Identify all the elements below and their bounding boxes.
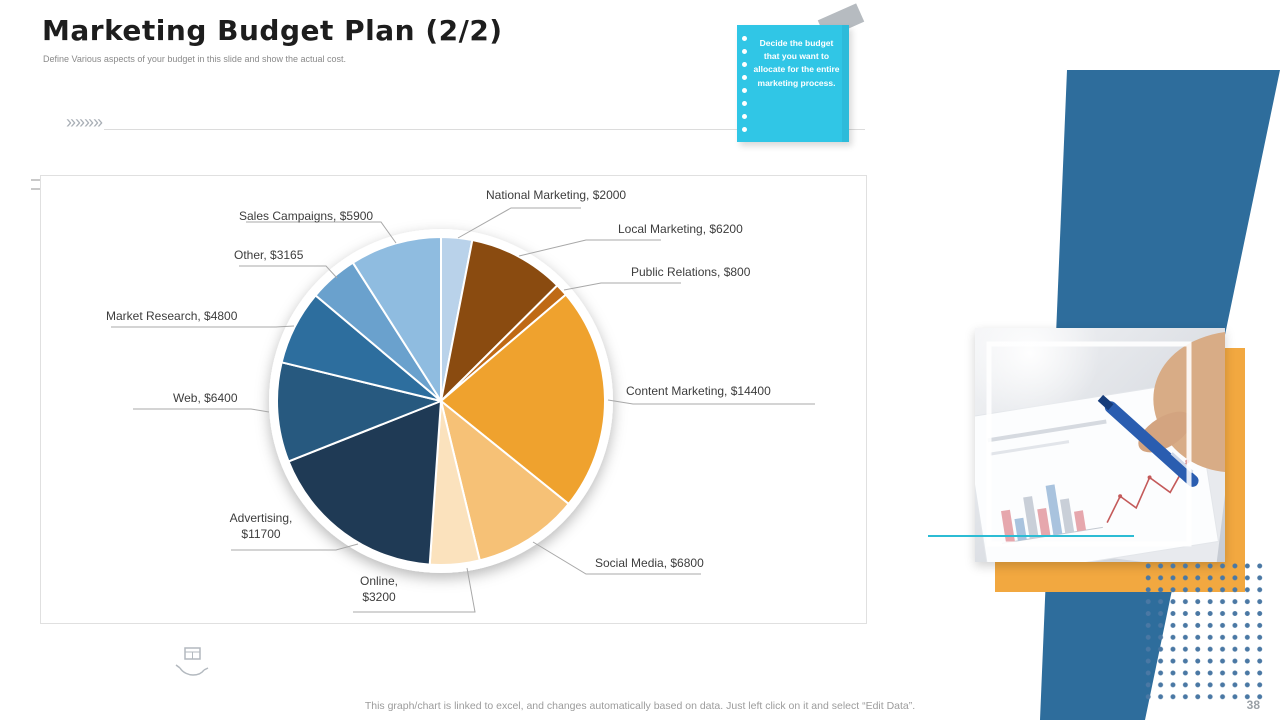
pie-label-online: Online, $3200: [359, 574, 399, 604]
pie-label-sales-campaigns: Sales Campaigns, $5900: [239, 209, 374, 223]
page-subtitle: Define Various aspects of your budget in…: [43, 54, 347, 64]
budget-pie-chart[interactable]: [41, 176, 866, 623]
pie-label-social-media: Social Media, $6800: [595, 556, 704, 570]
pie-slice-content-marketing[interactable]: [440, 293, 606, 505]
leader-line: [353, 567, 476, 613]
leader-line: [231, 543, 359, 551]
pie-label-advertising: Advertising, $11700: [229, 511, 293, 541]
leader-line: [457, 207, 581, 239]
pie-label-market-research: Market Research, $4800: [106, 309, 238, 323]
leader-line: [607, 399, 815, 405]
note-holes-decoration: [742, 36, 747, 41]
pie-slice-social-media[interactable]: [440, 400, 570, 562]
pie-label-web: Web, $6400: [173, 391, 238, 405]
leader-line: [563, 282, 681, 291]
chart-panel: National Marketing, $2000 Local Marketin…: [40, 175, 867, 624]
pie-label-public-relations: Public Relations, $800: [631, 265, 751, 279]
leader-line: [518, 239, 661, 257]
drag-handle-icon: [31, 179, 46, 190]
pie-slice-local-marketing[interactable]: [440, 239, 559, 402]
pie-label-local-marketing: Local Marketing, $6200: [618, 222, 743, 236]
sticky-note-text: Decide the budget that you want to alloc…: [753, 38, 840, 88]
sticky-note: Decide the budget that you want to alloc…: [737, 3, 865, 142]
pie-slice-web[interactable]: [276, 361, 442, 463]
leader-line: [111, 325, 295, 328]
footer-note: This graph/chart is linked to excel, and…: [364, 700, 916, 712]
page-title: Marketing Budget Plan (2/2): [42, 14, 503, 47]
pie-label-other: Other, $3165: [234, 248, 304, 262]
pie-slice-sales-campaigns[interactable]: [351, 236, 442, 402]
pie-label-content-marketing: Content Marketing, $14400: [626, 384, 771, 398]
pie-label-national-marketing: National Marketing, $2000: [486, 188, 627, 202]
leader-line: [532, 541, 701, 575]
teal-accent-line: [928, 535, 1134, 537]
pie-slice-advertising[interactable]: [287, 400, 442, 566]
sticky-note-paper: Decide the budget that you want to alloc…: [737, 25, 849, 142]
photo-hand-pen-chart: [975, 328, 1225, 562]
leader-line: [133, 408, 270, 413]
header-divider: [104, 129, 865, 130]
leader-line: [246, 221, 397, 244]
chevron-decoration-icon: »»»»: [66, 112, 103, 132]
hand-presenting-box-icon: [175, 647, 209, 676]
leader-lines: [111, 207, 815, 613]
leader-line: [239, 265, 338, 279]
dots-pattern-decoration: [1142, 560, 1266, 702]
